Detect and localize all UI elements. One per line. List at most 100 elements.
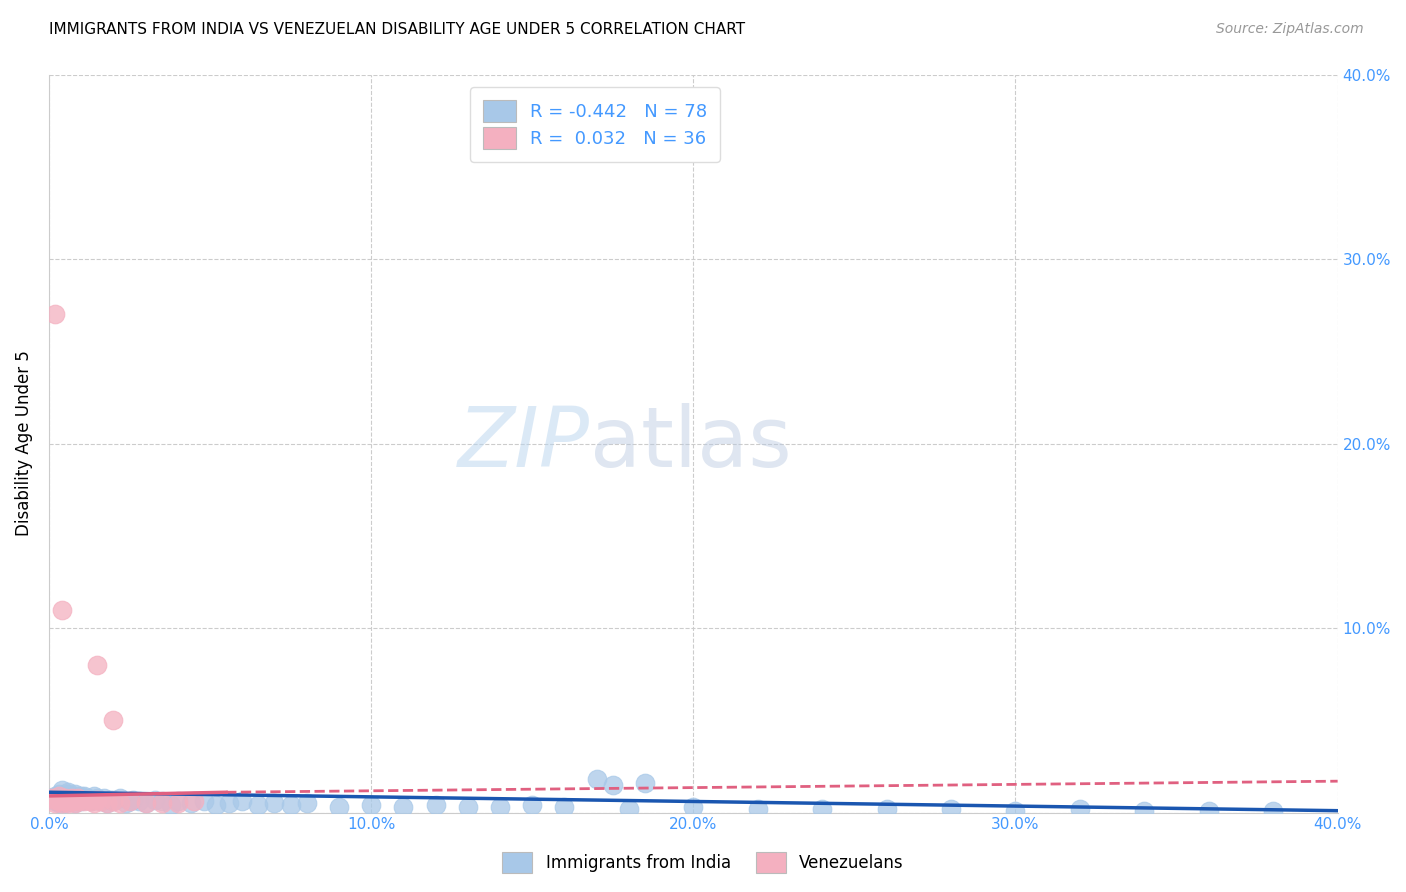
Text: ZIP: ZIP xyxy=(458,403,591,484)
Point xyxy=(747,802,769,816)
Point xyxy=(66,792,89,806)
Point xyxy=(66,795,89,809)
Point xyxy=(103,795,125,809)
Point xyxy=(70,789,93,803)
Point xyxy=(51,792,73,806)
Point xyxy=(48,797,70,811)
Point xyxy=(63,790,86,805)
Point xyxy=(58,797,80,811)
Point xyxy=(457,800,479,814)
Point xyxy=(166,795,188,809)
Point xyxy=(66,790,89,805)
Point xyxy=(73,792,96,806)
Point xyxy=(48,795,70,809)
Point xyxy=(553,800,575,814)
Point xyxy=(118,795,141,809)
Point xyxy=(93,790,115,805)
Point xyxy=(1133,804,1156,818)
Point xyxy=(98,792,121,806)
Point xyxy=(180,797,202,811)
Point xyxy=(41,790,63,805)
Point xyxy=(360,798,382,813)
Point xyxy=(51,797,73,811)
Point xyxy=(63,792,86,806)
Point xyxy=(60,790,83,805)
Point xyxy=(53,795,76,809)
Point xyxy=(135,797,157,811)
Point xyxy=(86,792,108,806)
Point xyxy=(128,795,150,809)
Point xyxy=(66,789,89,803)
Point xyxy=(218,797,240,811)
Point xyxy=(617,802,640,816)
Point xyxy=(585,772,607,787)
Point xyxy=(1004,804,1026,818)
Point xyxy=(183,795,205,809)
Point xyxy=(682,800,704,814)
Point xyxy=(70,795,93,809)
Point xyxy=(425,798,447,813)
Point xyxy=(143,792,166,806)
Point xyxy=(48,787,70,801)
Point xyxy=(44,307,66,321)
Point xyxy=(96,797,118,811)
Point xyxy=(73,789,96,803)
Point xyxy=(58,785,80,799)
Point xyxy=(86,657,108,672)
Point xyxy=(58,787,80,801)
Point xyxy=(247,798,270,813)
Point xyxy=(108,797,131,811)
Point xyxy=(48,792,70,806)
Y-axis label: Disability Age Under 5: Disability Age Under 5 xyxy=(15,351,32,536)
Point xyxy=(135,797,157,811)
Point xyxy=(63,797,86,811)
Point xyxy=(1263,804,1285,818)
Point xyxy=(41,790,63,805)
Point xyxy=(60,795,83,809)
Point xyxy=(121,792,143,806)
Point xyxy=(83,789,105,803)
Point xyxy=(70,790,93,805)
Legend: Immigrants from India, Venezuelans: Immigrants from India, Venezuelans xyxy=(496,846,910,880)
Point xyxy=(118,795,141,809)
Point xyxy=(60,795,83,809)
Point xyxy=(103,795,125,809)
Point xyxy=(80,795,103,809)
Point xyxy=(58,792,80,806)
Point xyxy=(51,789,73,803)
Point xyxy=(193,795,215,809)
Point xyxy=(263,797,285,811)
Point xyxy=(103,713,125,727)
Point xyxy=(83,797,105,811)
Point xyxy=(80,795,103,809)
Point xyxy=(115,797,138,811)
Point xyxy=(166,797,188,811)
Point xyxy=(89,795,111,809)
Point xyxy=(76,792,98,806)
Point xyxy=(63,787,86,801)
Point xyxy=(44,795,66,809)
Point xyxy=(51,783,73,797)
Point xyxy=(51,602,73,616)
Point xyxy=(811,802,834,816)
Point xyxy=(53,790,76,805)
Point xyxy=(205,798,228,813)
Point xyxy=(634,776,657,790)
Point xyxy=(86,792,108,806)
Point xyxy=(1198,804,1220,818)
Point xyxy=(51,795,73,809)
Point xyxy=(53,797,76,811)
Text: IMMIGRANTS FROM INDIA VS VENEZUELAN DISABILITY AGE UNDER 5 CORRELATION CHART: IMMIGRANTS FROM INDIA VS VENEZUELAN DISA… xyxy=(49,22,745,37)
Point xyxy=(73,795,96,809)
Point xyxy=(44,789,66,803)
Point xyxy=(489,800,512,814)
Point xyxy=(392,800,415,814)
Point xyxy=(60,789,83,803)
Text: Source: ZipAtlas.com: Source: ZipAtlas.com xyxy=(1216,22,1364,37)
Point xyxy=(70,792,93,806)
Point xyxy=(160,798,183,813)
Point xyxy=(231,795,253,809)
Point xyxy=(86,790,108,805)
Point xyxy=(602,778,624,792)
Point xyxy=(150,795,173,809)
